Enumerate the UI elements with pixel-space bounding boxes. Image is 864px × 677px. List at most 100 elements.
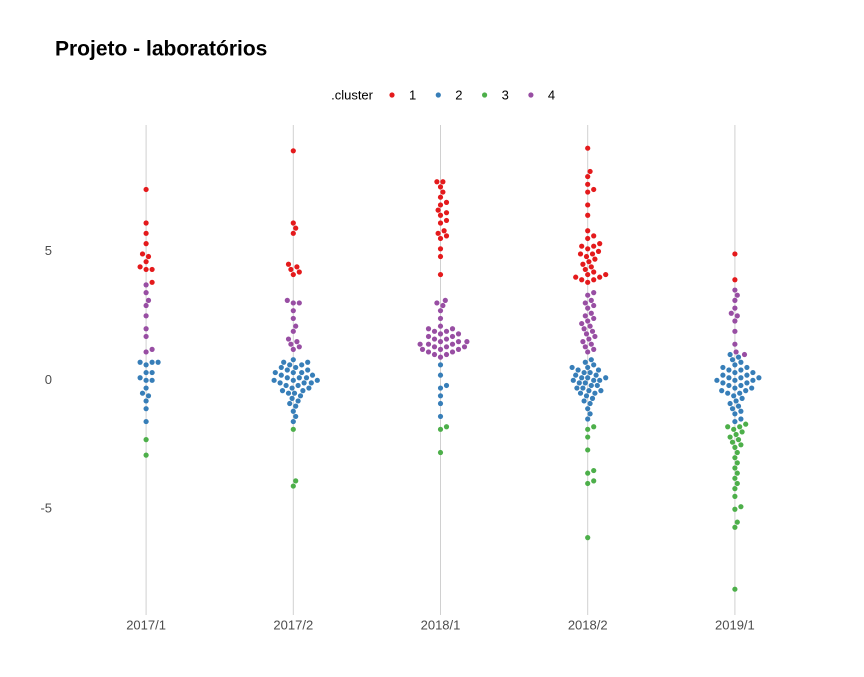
point xyxy=(437,400,444,407)
point xyxy=(437,212,444,218)
point xyxy=(588,357,594,363)
point xyxy=(291,390,298,396)
point xyxy=(735,354,742,360)
point xyxy=(587,369,593,376)
point xyxy=(732,444,738,450)
point xyxy=(464,339,470,345)
point xyxy=(589,395,596,401)
point xyxy=(592,333,598,340)
point xyxy=(732,455,738,461)
point xyxy=(591,277,597,283)
point xyxy=(288,266,294,273)
point xyxy=(293,413,299,420)
point xyxy=(585,447,591,453)
point xyxy=(437,323,444,329)
point xyxy=(598,388,604,394)
point xyxy=(290,308,296,314)
point xyxy=(734,480,740,487)
point xyxy=(587,400,593,407)
point xyxy=(741,351,748,358)
point xyxy=(437,354,444,360)
point xyxy=(437,339,444,345)
point xyxy=(143,302,149,309)
point xyxy=(290,328,296,334)
point xyxy=(293,225,299,231)
point xyxy=(449,349,456,355)
point xyxy=(743,421,749,427)
y-tick-label: 0 xyxy=(45,372,52,387)
point xyxy=(738,375,744,381)
legend-title: .cluster xyxy=(331,87,374,102)
point xyxy=(585,292,591,298)
point xyxy=(425,326,432,332)
point xyxy=(296,375,302,381)
point xyxy=(732,305,738,311)
point xyxy=(290,426,296,432)
point xyxy=(143,230,149,236)
point xyxy=(295,398,301,404)
point xyxy=(143,241,149,247)
point xyxy=(743,388,749,394)
point xyxy=(149,369,155,376)
point xyxy=(583,331,590,337)
point xyxy=(732,362,738,368)
point xyxy=(591,290,597,296)
point xyxy=(440,189,446,195)
x-tick-label: 2017/1 xyxy=(126,617,166,632)
point xyxy=(437,372,444,378)
point xyxy=(732,475,738,481)
point xyxy=(585,434,591,440)
point xyxy=(732,287,738,293)
point xyxy=(455,331,462,337)
point xyxy=(592,390,598,396)
point xyxy=(290,357,296,363)
point xyxy=(729,406,736,412)
point xyxy=(143,437,149,443)
point xyxy=(143,385,149,391)
point xyxy=(443,344,450,350)
point xyxy=(437,315,444,322)
point xyxy=(443,328,450,334)
point xyxy=(714,377,720,383)
point xyxy=(574,385,580,391)
point xyxy=(285,390,292,396)
point xyxy=(732,318,738,324)
point xyxy=(585,246,591,252)
point xyxy=(732,277,738,283)
point xyxy=(729,439,736,445)
point xyxy=(588,341,594,347)
point xyxy=(586,388,592,394)
point xyxy=(425,333,432,340)
point xyxy=(143,282,149,288)
y-tick-label: 5 xyxy=(45,243,52,258)
point xyxy=(290,369,296,376)
legend-marker xyxy=(482,92,488,98)
point xyxy=(734,449,740,456)
point xyxy=(585,535,591,541)
point xyxy=(299,362,305,368)
point xyxy=(726,382,732,389)
point xyxy=(289,385,295,391)
point xyxy=(580,339,586,345)
point xyxy=(732,369,738,376)
point xyxy=(588,264,594,270)
point xyxy=(591,377,597,383)
point xyxy=(737,424,743,430)
point xyxy=(290,230,296,236)
point xyxy=(738,504,744,510)
point xyxy=(732,328,738,334)
point xyxy=(591,233,597,239)
point xyxy=(734,313,740,319)
point xyxy=(734,292,740,298)
point xyxy=(143,452,149,458)
point xyxy=(720,364,726,371)
point xyxy=(592,256,598,262)
point xyxy=(575,367,581,373)
point xyxy=(449,333,456,340)
point xyxy=(727,434,733,440)
point xyxy=(728,310,734,316)
point xyxy=(443,210,450,216)
point xyxy=(577,251,584,257)
point xyxy=(441,228,447,234)
point xyxy=(589,251,596,257)
